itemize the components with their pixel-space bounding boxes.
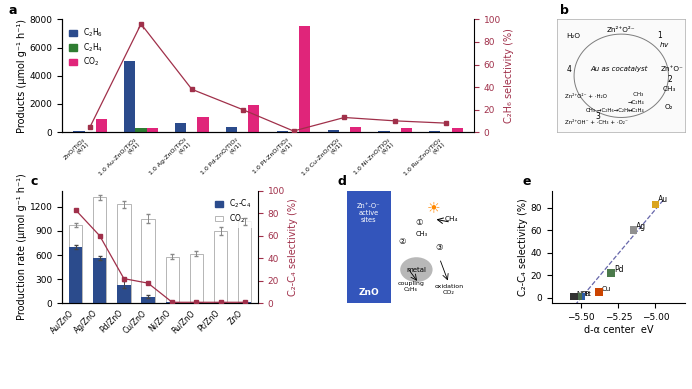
Bar [147,128,158,132]
Text: ☀: ☀ [427,200,441,215]
Bar [165,302,179,303]
Point [628,227,639,233]
Point [576,294,587,300]
Text: d: d [338,175,347,188]
Text: $hv$: $hv$ [659,40,670,49]
Bar [190,302,203,303]
Bar [197,117,209,132]
Bar [136,128,147,132]
Ellipse shape [400,257,432,282]
Text: ③: ③ [436,243,444,252]
Text: coupling
C₂H₆: coupling C₂H₆ [397,281,424,292]
Text: Ag: Ag [636,222,646,231]
Bar [175,123,186,132]
Y-axis label: C₂-C₄ selectivity (%): C₂-C₄ selectivity (%) [288,198,298,296]
Bar [95,119,107,132]
Text: 4: 4 [567,65,572,74]
Bar [69,225,82,303]
Text: Au: Au [658,195,668,204]
Text: e: e [522,175,531,188]
Bar [238,221,251,303]
Bar [401,128,412,132]
Bar [350,127,361,132]
Text: metal: metal [406,266,426,273]
Text: 1: 1 [657,31,662,40]
Bar [226,127,237,132]
Text: Au as cocatalyst: Au as cocatalyst [590,66,648,72]
Text: Zn⁺O⁻: Zn⁺O⁻ [661,66,684,72]
Bar [125,61,136,132]
Text: ①: ① [415,218,422,227]
Text: →C₂H₄: →C₂H₄ [628,108,644,113]
Text: Zn²⁺OH⁻ + ·CH₃ + ·O₂⁻: Zn²⁺OH⁻ + ·CH₃ + ·O₂⁻ [565,120,628,125]
Text: CH₃: CH₃ [416,231,428,237]
Bar [69,247,82,303]
Bar [73,131,84,132]
Point [568,294,579,300]
Text: CH₃: CH₃ [663,86,677,92]
Bar [347,191,391,303]
Bar [165,257,179,303]
Bar [141,219,155,303]
Legend: C$_2$H$_6$, C$_2$H$_4$, CO$_2$: C$_2$H$_6$, C$_2$H$_4$, CO$_2$ [66,23,106,72]
Bar [117,284,131,303]
Bar [93,258,107,303]
Text: Pd: Pd [614,265,623,274]
Y-axis label: Products (μmol g⁻¹ h⁻¹): Products (μmol g⁻¹ h⁻¹) [17,19,27,133]
Text: Zn²⁺O²⁻: Zn²⁺O²⁻ [607,26,635,33]
Bar [141,296,155,303]
Bar [452,128,463,132]
Bar [327,130,339,132]
Bar [238,302,251,303]
Text: →C₂H₄: →C₂H₄ [628,100,644,105]
Text: 2: 2 [667,75,672,84]
Text: H₂O: H₂O [566,33,580,39]
Bar [299,26,310,132]
Point [594,289,605,295]
Text: CH₃·→C₂H₆→C₂H₅·: CH₃·→C₂H₆→C₂H₅· [585,108,632,113]
Text: Pt: Pt [584,291,591,296]
Point [650,201,661,207]
Legend: C$_2$-C$_4$, CO$_2$: C$_2$-C$_4$, CO$_2$ [212,194,254,228]
Text: Zn²⁺O²⁻ + ·H₂O: Zn²⁺O²⁻ + ·H₂O [565,94,607,99]
Bar [190,254,203,303]
Text: CH₃: CH₃ [628,92,643,97]
Bar [93,197,107,303]
Bar [429,131,440,132]
Y-axis label: Production rate (μmol g⁻¹ h⁻¹): Production rate (μmol g⁻¹ h⁻¹) [17,174,27,321]
Text: c: c [31,175,38,188]
Text: b: b [560,4,569,17]
Text: oxidation
CO₂: oxidation CO₂ [434,284,464,295]
Text: Ni: Ni [577,291,584,296]
Text: ZnO: ZnO [358,287,379,297]
Bar [214,231,227,303]
Bar [214,302,227,303]
Bar [379,131,390,132]
Text: 3: 3 [596,112,601,121]
Y-axis label: C₂-C₄ selectivity (%): C₂-C₄ selectivity (%) [518,198,527,296]
Point [606,270,617,276]
Bar [277,131,288,132]
Bar [248,105,260,132]
Bar [117,204,131,303]
Text: ②: ② [399,237,406,246]
Text: Ru: Ru [581,291,590,296]
Text: Cu: Cu [602,286,611,292]
Y-axis label: C₂H₆ selectivity (%): C₂H₆ selectivity (%) [504,28,513,123]
Text: Zn⁺-O⁻
active
sites: Zn⁺-O⁻ active sites [357,203,381,223]
Text: a: a [9,4,17,17]
Text: CH₄: CH₄ [444,216,458,222]
Point [573,294,584,300]
X-axis label: d-α center  eV: d-α center eV [583,325,653,335]
Text: O₂: O₂ [664,104,673,110]
